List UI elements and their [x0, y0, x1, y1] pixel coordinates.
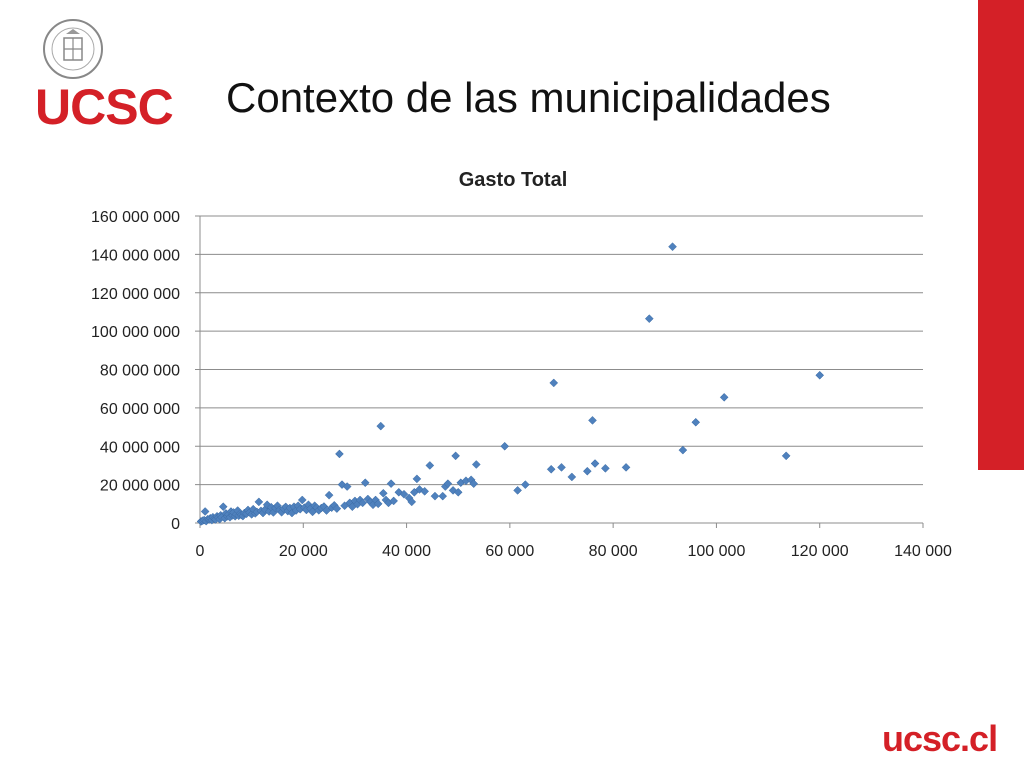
data-point — [324, 490, 334, 500]
data-point — [407, 497, 417, 507]
data-point — [358, 498, 368, 508]
data-point — [425, 461, 435, 470]
x-tick-label: 140 000 — [894, 543, 952, 560]
gridlines — [200, 215, 923, 486]
x-tick-label: 60 000 — [485, 543, 534, 560]
x-tick-label: 100 000 — [688, 543, 746, 560]
data-point — [451, 451, 460, 461]
data-point — [588, 415, 597, 425]
data-point — [546, 464, 556, 474]
data-point — [557, 463, 566, 472]
data-point — [469, 479, 479, 489]
axes — [195, 215, 924, 528]
data-point — [443, 479, 453, 489]
data-point — [590, 459, 600, 468]
footer-logo-text: ucsc.cl — [882, 718, 998, 759]
data-points — [196, 242, 825, 526]
accent-bar — [978, 0, 1024, 470]
data-point — [399, 489, 409, 499]
data-point — [453, 487, 463, 497]
x-tick-label: 80 000 — [589, 543, 638, 560]
data-point — [678, 445, 688, 455]
data-point — [567, 472, 577, 482]
data-point — [500, 441, 510, 451]
data-point — [719, 392, 729, 402]
chart-title: Gasto Total — [459, 169, 568, 191]
x-tick-labels: 0 20 000 40 000 60 000 80 000 100 000 120 000 1… — [196, 543, 952, 560]
data-point — [430, 491, 440, 501]
data-point — [781, 451, 791, 461]
data-point — [520, 480, 530, 489]
logo-text: UCSC — [35, 79, 174, 135]
y-tick-label: 0 — [171, 516, 180, 533]
y-tick-label: 40 000 000 — [100, 439, 180, 456]
data-point — [513, 486, 522, 495]
y-tick-labels: 0 20 000 000 40 000 000 60 000 000 80 000 00… — [91, 209, 180, 533]
x-tick-label: 0 — [196, 543, 205, 560]
data-point — [438, 491, 448, 501]
data-point — [582, 466, 592, 476]
x-tick-label: 120 000 — [791, 543, 849, 560]
data-point — [297, 495, 307, 505]
data-point — [200, 507, 210, 516]
data-point — [601, 463, 610, 473]
y-tick-label: 120 000 000 — [91, 286, 180, 303]
data-point — [420, 486, 429, 496]
data-point — [262, 500, 272, 510]
data-point — [373, 499, 383, 509]
data-point — [815, 370, 825, 380]
data-point — [386, 479, 396, 489]
data-point — [378, 488, 388, 498]
data-point — [342, 482, 352, 491]
data-point — [549, 378, 559, 388]
data-point — [668, 242, 677, 252]
ucsc-logo: UCSC — [30, 18, 174, 132]
y-tick-label: 160 000 000 — [91, 209, 180, 226]
data-point — [389, 496, 399, 506]
data-point — [218, 502, 228, 512]
data-point — [360, 478, 370, 488]
data-point — [337, 480, 347, 489]
y-tick-label: 100 000 000 — [91, 324, 180, 341]
x-tick-label: 40 000 — [382, 543, 431, 560]
data-point — [471, 460, 481, 469]
data-point — [254, 497, 264, 507]
y-tick-label: 140 000 000 — [91, 247, 180, 264]
data-point — [412, 474, 422, 484]
data-point — [335, 449, 344, 459]
y-tick-label: 80 000 000 — [100, 363, 180, 380]
data-point — [691, 417, 701, 427]
y-tick-label: 20 000 000 — [100, 478, 180, 495]
x-tick-label: 20 000 — [279, 543, 328, 560]
data-point — [376, 421, 386, 431]
slide-title: Contexto de las municipalidades — [226, 74, 831, 121]
university-seal-icon — [43, 19, 103, 79]
data-point — [621, 463, 631, 472]
data-point — [644, 314, 654, 324]
y-tick-label: 60 000 000 — [100, 401, 180, 418]
data-point — [332, 504, 342, 513]
